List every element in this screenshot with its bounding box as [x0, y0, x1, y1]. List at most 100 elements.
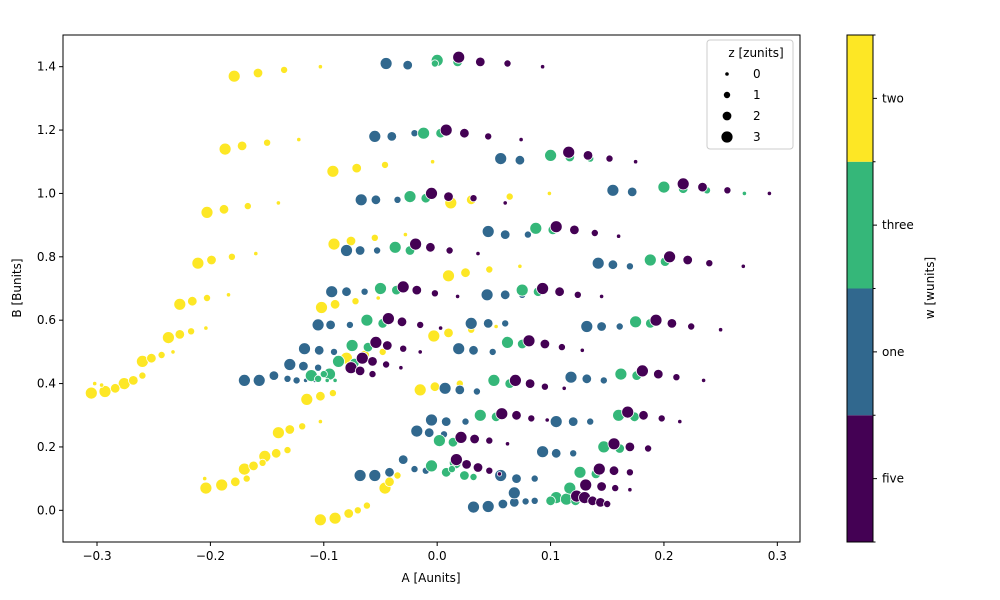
data-point-five [624, 441, 636, 453]
data-point-five [425, 242, 436, 253]
data-point-two [384, 476, 395, 488]
y-tick-label: 0.6 [37, 313, 56, 327]
data-point-two [460, 267, 471, 278]
data-point-two [242, 474, 251, 483]
data-point-two [345, 235, 357, 247]
data-point-two [98, 385, 112, 398]
data-point-one [596, 321, 607, 332]
data-point-five [454, 430, 468, 444]
data-point-one [452, 342, 466, 356]
data-point-five [437, 325, 444, 331]
legend-marker [721, 110, 733, 122]
data-point-two [84, 386, 98, 400]
data-point-one [564, 370, 578, 384]
data-point-two [313, 513, 327, 527]
data-point-five [605, 154, 614, 163]
data-point-one [464, 316, 478, 330]
data-point-one [581, 373, 593, 385]
data-point-five [569, 224, 580, 236]
data-point-two [284, 424, 296, 435]
data-point-one [481, 500, 495, 513]
data-point-two [546, 190, 553, 196]
data-point-two [157, 350, 166, 359]
data-point-two [202, 475, 208, 482]
data-point-one [424, 427, 435, 438]
data-point-three [332, 377, 338, 383]
data-point-five [485, 436, 494, 445]
data-point-five [396, 316, 408, 328]
data-point-five [518, 137, 524, 143]
data-point-two [443, 327, 454, 339]
data-point-five [582, 150, 594, 161]
data-point-one [425, 413, 438, 427]
data-point-one [480, 288, 494, 302]
data-point-five [561, 385, 567, 391]
data-point-one [441, 416, 452, 427]
legend-marker [724, 71, 730, 77]
data-point-one [292, 376, 301, 385]
data-point-five [430, 289, 439, 298]
data-point-two [442, 269, 455, 283]
data-point-one [393, 195, 402, 204]
data-point-two [146, 353, 157, 364]
data-point-one [410, 129, 419, 138]
data-point-one [521, 497, 530, 506]
y-tick-label: 0.0 [37, 503, 56, 517]
data-point-five [484, 132, 493, 141]
data-point-two [187, 327, 196, 336]
data-point-two [362, 501, 371, 510]
data-point-two [92, 380, 98, 387]
data-point-five [740, 263, 746, 269]
data-point-three [501, 335, 514, 349]
data-point-five [527, 414, 536, 423]
data-point-two [429, 159, 436, 165]
colorbar-segment-two [847, 35, 873, 162]
data-point-one [283, 374, 292, 383]
data-point-three [332, 354, 345, 368]
data-point-three [469, 472, 478, 481]
data-point-two [327, 237, 341, 251]
data-point-five [369, 335, 383, 349]
data-point-five [544, 417, 550, 423]
legend-box [706, 39, 794, 150]
data-point-five [368, 370, 377, 379]
data-point-one [354, 193, 368, 207]
data-point-five [682, 254, 693, 266]
data-point-one [551, 448, 562, 459]
plot-frame [62, 34, 801, 543]
colorbar-tick-label: three [882, 218, 914, 232]
data-point-three [643, 253, 657, 267]
data-point-three [403, 190, 417, 204]
data-point-one [483, 318, 494, 329]
data-point-three [388, 240, 402, 254]
data-point-one [530, 496, 539, 505]
data-point-two [351, 162, 362, 174]
data-point-two [187, 296, 198, 307]
data-point-two [283, 446, 292, 455]
data-point-one [530, 474, 539, 483]
data-point-five [509, 373, 522, 387]
data-point-three [447, 465, 456, 474]
colorbar: five one three two w [wunits] [846, 34, 937, 543]
data-point-one [607, 259, 619, 270]
colorbar-ticks: five one three two [873, 34, 914, 543]
data-point-one [353, 469, 367, 482]
data-point-three [629, 315, 642, 329]
data-point-two [236, 140, 248, 152]
data-point-two [370, 233, 379, 242]
data-point-five [579, 478, 593, 492]
data-point-five [554, 286, 565, 297]
data-point-one [523, 230, 532, 239]
x-tick-label: −0.2 [196, 549, 225, 563]
data-point-two [227, 69, 241, 83]
legend-marker [723, 91, 732, 100]
data-point-two [199, 481, 213, 495]
data-point-one [549, 415, 563, 429]
data-point-five [549, 220, 563, 234]
colorbar-segment-three [847, 161, 873, 289]
data-point-one [514, 154, 526, 166]
data-point-one [536, 445, 549, 459]
data-point-five [367, 356, 378, 367]
colorbar-tick-label: five [882, 472, 904, 486]
data-point-three [374, 282, 387, 295]
